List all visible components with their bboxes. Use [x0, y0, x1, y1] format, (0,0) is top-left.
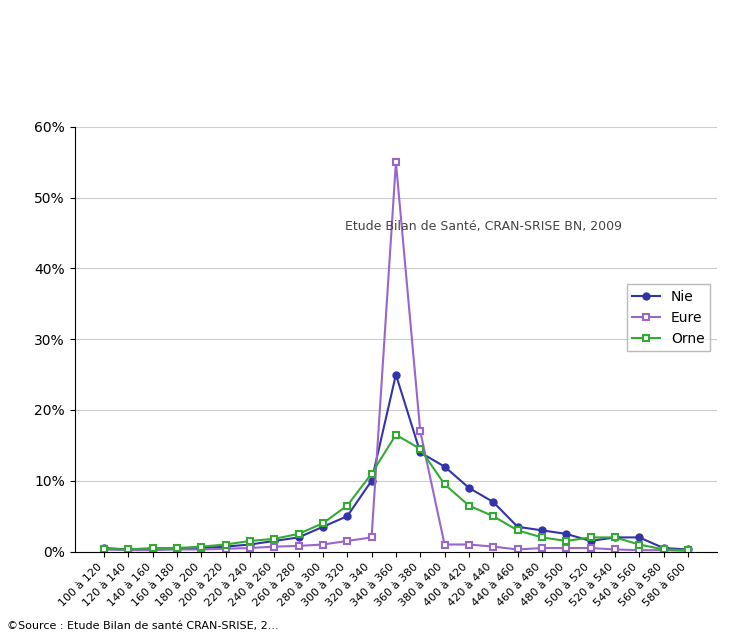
Orne — [610, 534, 619, 541]
Nie — [684, 546, 692, 553]
Eure — [99, 546, 108, 553]
Text: >: > — [22, 40, 41, 60]
Orne — [173, 544, 182, 552]
Eure — [196, 546, 205, 553]
Eure — [659, 547, 668, 554]
Orne — [294, 530, 303, 538]
Eure — [221, 545, 230, 553]
Nie — [537, 526, 546, 534]
Line: Orne: Orne — [100, 431, 692, 553]
Orne — [367, 470, 376, 477]
Nie — [465, 484, 474, 492]
Eure — [562, 544, 571, 552]
Nie — [294, 534, 303, 541]
Nie — [562, 530, 571, 538]
Orne — [246, 537, 255, 545]
Eure — [148, 547, 157, 554]
Eure — [343, 537, 352, 545]
Text: ©Source : Etude Bilan de santé CRAN-SRISE, 2...: ©Source : Etude Bilan de santé CRAN-SRIS… — [7, 621, 279, 631]
Orne — [562, 537, 571, 545]
Nie — [124, 546, 133, 553]
Orne — [221, 541, 230, 548]
Nie — [270, 537, 279, 545]
Nie — [513, 523, 522, 531]
Eure — [294, 542, 303, 550]
Eure — [416, 427, 425, 435]
Eure — [124, 547, 133, 554]
Eure — [610, 546, 619, 553]
Nie — [196, 544, 205, 552]
Orne — [684, 547, 692, 554]
Nie — [367, 477, 376, 484]
Orne — [148, 544, 157, 552]
Nie — [586, 537, 595, 545]
Eure — [367, 534, 376, 541]
Eure — [635, 547, 644, 554]
Nie — [318, 523, 327, 531]
Eure — [318, 541, 327, 548]
Eure — [246, 544, 255, 552]
Orne — [635, 541, 644, 548]
Orne — [586, 534, 595, 541]
Line: Eure: Eure — [100, 158, 692, 554]
Orne — [99, 545, 108, 553]
Text: % des ha concernés par tranches de soutien de 1er pillier (DPU + couplé)
après B: % des ha concernés par tranches de souti… — [60, 6, 689, 43]
Orne — [659, 546, 668, 553]
Nie — [610, 534, 619, 541]
Eure — [586, 544, 595, 552]
Eure — [513, 546, 522, 553]
Orne — [489, 512, 498, 520]
Nie — [659, 544, 668, 552]
Nie — [173, 545, 182, 553]
Eure — [489, 543, 498, 550]
Legend: Nie, Eure, Orne: Nie, Eure, Orne — [627, 285, 710, 351]
Nie — [416, 449, 425, 456]
Nie — [246, 541, 255, 548]
Orne — [391, 431, 400, 439]
Orne — [343, 501, 352, 509]
Eure — [440, 541, 449, 548]
Orne — [440, 481, 449, 488]
Nie — [489, 498, 498, 506]
Nie — [148, 546, 157, 553]
Orne — [537, 534, 546, 541]
Orne — [416, 445, 425, 453]
Text: Etude Bilan de Santé, CRAN-SRISE BN, 2009: Etude Bilan de Santé, CRAN-SRISE BN, 200… — [344, 220, 622, 233]
Orne — [465, 501, 474, 509]
Nie — [221, 543, 230, 550]
Eure — [684, 547, 692, 555]
Line: Nie: Nie — [100, 371, 692, 553]
Eure — [173, 546, 182, 553]
Orne — [513, 526, 522, 534]
Nie — [99, 544, 108, 552]
Orne — [318, 519, 327, 527]
Eure — [270, 543, 279, 550]
Orne — [270, 535, 279, 543]
Eure — [537, 544, 546, 552]
Orne — [124, 546, 133, 553]
Nie — [635, 534, 644, 541]
Orne — [196, 543, 205, 550]
Eure — [465, 541, 474, 548]
Nie — [343, 512, 352, 520]
Eure — [391, 158, 400, 166]
Nie — [440, 463, 449, 470]
Nie — [391, 371, 400, 378]
